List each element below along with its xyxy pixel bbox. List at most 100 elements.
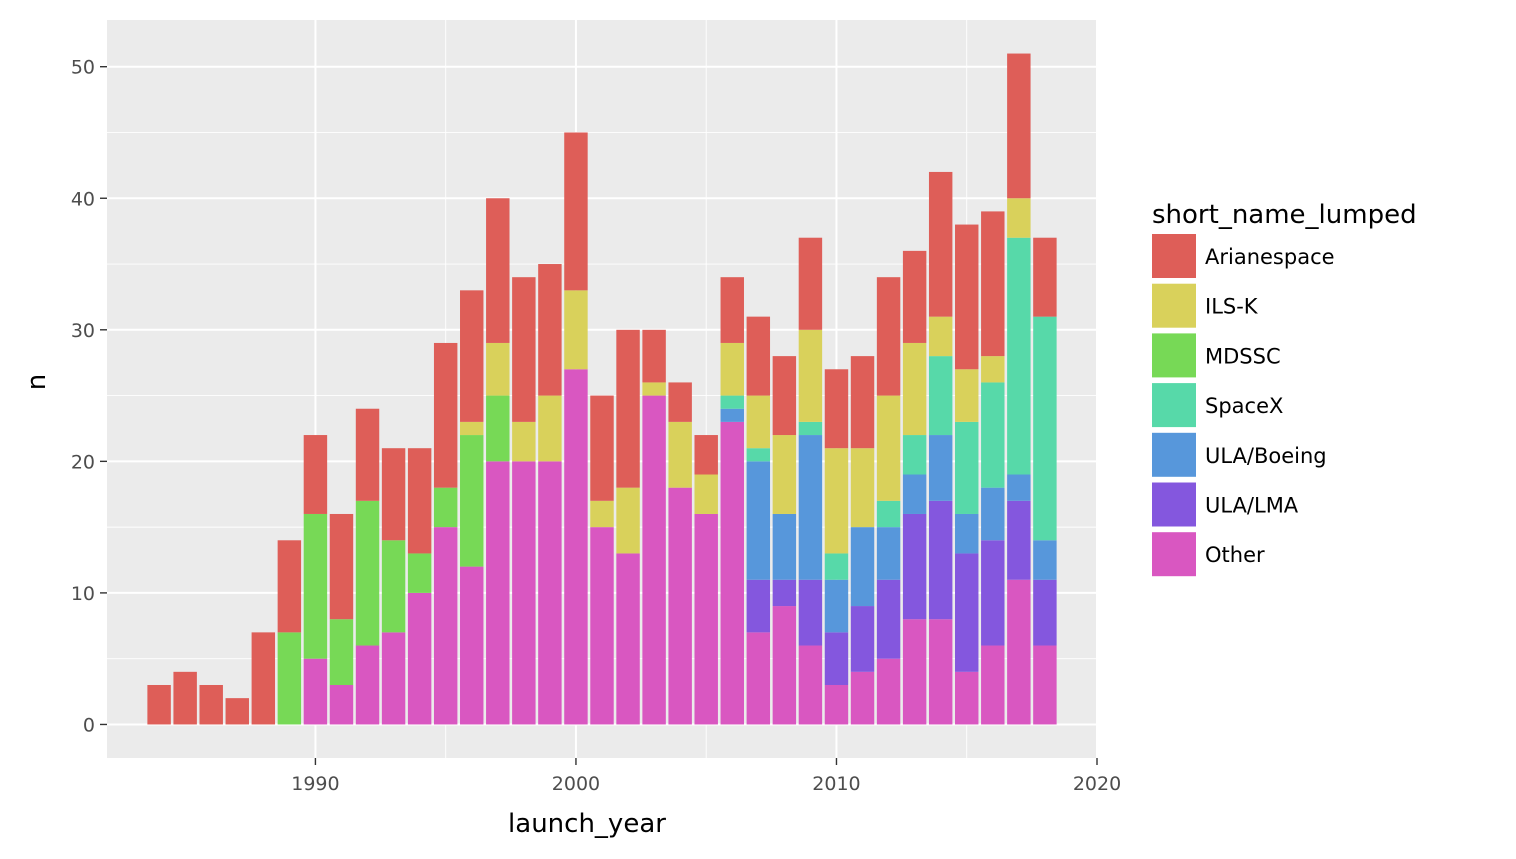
bar-2014-ula-boeing bbox=[928, 435, 953, 501]
bar-1992-other bbox=[355, 645, 380, 725]
bar-2006-other bbox=[720, 421, 744, 725]
bar-2017-ula-lma bbox=[1007, 500, 1031, 580]
bar-2010-ula-boeing bbox=[824, 579, 849, 633]
bar-2017-ils-k bbox=[1007, 198, 1031, 238]
bar-2009-ils-k bbox=[798, 329, 823, 422]
y-tick-label: 30 bbox=[71, 320, 95, 342]
bar-2006-arianespace bbox=[720, 277, 744, 343]
legend-key-ula-boeing bbox=[1152, 432, 1196, 477]
bar-1998-arianespace bbox=[512, 277, 536, 422]
bar-2010-ils-k bbox=[824, 448, 849, 554]
bar-2016-ula-lma bbox=[981, 540, 1005, 646]
bar-1992-mdssc bbox=[355, 500, 380, 646]
bar-2007-ula-boeing bbox=[746, 461, 771, 580]
x-tick-label: 2010 bbox=[812, 773, 860, 795]
bar-2016-ula-boeing bbox=[981, 487, 1005, 541]
bar-1991-arianespace bbox=[329, 513, 354, 620]
bar-2003-arianespace bbox=[642, 329, 666, 383]
bar-2018-ula-lma bbox=[1033, 579, 1057, 646]
bar-2015-arianespace bbox=[955, 224, 979, 370]
bar-2008-other bbox=[772, 606, 797, 725]
bar-2013-ils-k bbox=[902, 342, 927, 436]
x-tick-label: 2000 bbox=[552, 773, 600, 795]
y-axis-title: n bbox=[22, 374, 52, 390]
bar-2003-ils-k bbox=[642, 382, 666, 396]
bar-2011-ils-k bbox=[850, 448, 875, 528]
bar-2001-ils-k bbox=[590, 500, 614, 528]
bar-2006-spacex bbox=[720, 395, 744, 409]
bar-2009-other bbox=[798, 645, 823, 725]
bar-2017-other bbox=[1007, 579, 1031, 725]
bar-1990-other bbox=[303, 658, 328, 725]
bar-2011-arianespace bbox=[850, 356, 875, 449]
bar-1993-arianespace bbox=[381, 448, 406, 541]
legend-key-other bbox=[1152, 532, 1196, 577]
bar-2005-arianespace bbox=[694, 435, 718, 475]
bar-2018-other bbox=[1033, 645, 1057, 725]
bar-2010-other bbox=[824, 684, 849, 725]
bar-1986-arianespace bbox=[199, 684, 223, 725]
bar-1984-arianespace bbox=[147, 684, 171, 725]
bar-1995-mdssc bbox=[433, 487, 458, 528]
y-tick-label: 40 bbox=[71, 188, 95, 210]
bar-2001-arianespace bbox=[590, 395, 614, 501]
bar-2014-spacex bbox=[928, 356, 953, 436]
bar-1999-arianespace bbox=[538, 264, 562, 396]
bar-2002-arianespace bbox=[616, 329, 640, 488]
bar-1994-other bbox=[407, 592, 432, 725]
bar-2002-other bbox=[616, 553, 640, 725]
bar-1994-arianespace bbox=[407, 448, 432, 554]
legend-label-ils-k: ILS-K bbox=[1205, 295, 1259, 319]
bar-2013-ula-lma bbox=[902, 513, 927, 620]
bar-1988-arianespace bbox=[251, 632, 276, 725]
y-tick-label: 10 bbox=[71, 583, 95, 605]
bar-2004-ils-k bbox=[668, 421, 692, 488]
bar-2007-ils-k bbox=[746, 395, 771, 449]
bar-1996-mdssc bbox=[460, 435, 484, 567]
bar-1997-other bbox=[486, 461, 510, 725]
bar-2007-ula-lma bbox=[746, 579, 771, 633]
legend-title: short_name_lumped bbox=[1152, 200, 1417, 230]
legend-label-arianespace: Arianespace bbox=[1205, 245, 1335, 269]
bar-1990-arianespace bbox=[303, 435, 328, 514]
bar-1998-ils-k bbox=[512, 421, 536, 462]
bar-1995-other bbox=[433, 527, 458, 725]
bar-2016-arianespace bbox=[981, 211, 1005, 357]
legend-key-spacex bbox=[1152, 383, 1196, 428]
bar-2011-ula-boeing bbox=[850, 527, 875, 607]
bar-2004-other bbox=[668, 487, 692, 725]
bar-2008-arianespace bbox=[772, 356, 797, 436]
bar-2013-arianespace bbox=[902, 250, 927, 343]
bar-2016-ils-k bbox=[981, 356, 1005, 383]
bar-1993-other bbox=[381, 632, 406, 725]
bar-2000-ils-k bbox=[564, 290, 588, 370]
bar-2000-arianespace bbox=[564, 132, 588, 291]
bar-1989-arianespace bbox=[277, 540, 302, 633]
bar-2017-ula-boeing bbox=[1007, 474, 1031, 501]
bar-2000-other bbox=[564, 369, 588, 725]
bar-2003-other bbox=[642, 395, 666, 725]
bar-2012-ils-k bbox=[876, 395, 901, 501]
bar-1999-ils-k bbox=[538, 395, 562, 462]
legend-label-spacex: SpaceX bbox=[1205, 394, 1283, 418]
bar-2014-arianespace bbox=[928, 171, 953, 317]
bar-2015-spacex bbox=[955, 421, 979, 514]
bar-1998-other bbox=[512, 461, 536, 725]
bar-2007-spacex bbox=[746, 448, 771, 462]
bar-2008-ils-k bbox=[772, 435, 797, 514]
bar-1997-mdssc bbox=[486, 395, 510, 462]
bars bbox=[147, 53, 1057, 725]
bar-2013-spacex bbox=[902, 435, 927, 475]
legend-label-ula-boeing: ULA/Boeing bbox=[1205, 444, 1327, 468]
bar-1990-mdssc bbox=[303, 513, 328, 659]
bar-1989-mdssc bbox=[277, 632, 302, 725]
bar-2012-arianespace bbox=[876, 277, 901, 396]
bar-2015-ils-k bbox=[955, 369, 979, 422]
bar-2011-ula-lma bbox=[850, 606, 875, 672]
bar-1993-mdssc bbox=[381, 540, 406, 633]
bar-1996-other bbox=[460, 566, 484, 725]
x-tick-label: 2020 bbox=[1073, 773, 1121, 795]
bar-2014-ula-lma bbox=[928, 500, 953, 620]
bar-2010-spacex bbox=[824, 553, 849, 580]
